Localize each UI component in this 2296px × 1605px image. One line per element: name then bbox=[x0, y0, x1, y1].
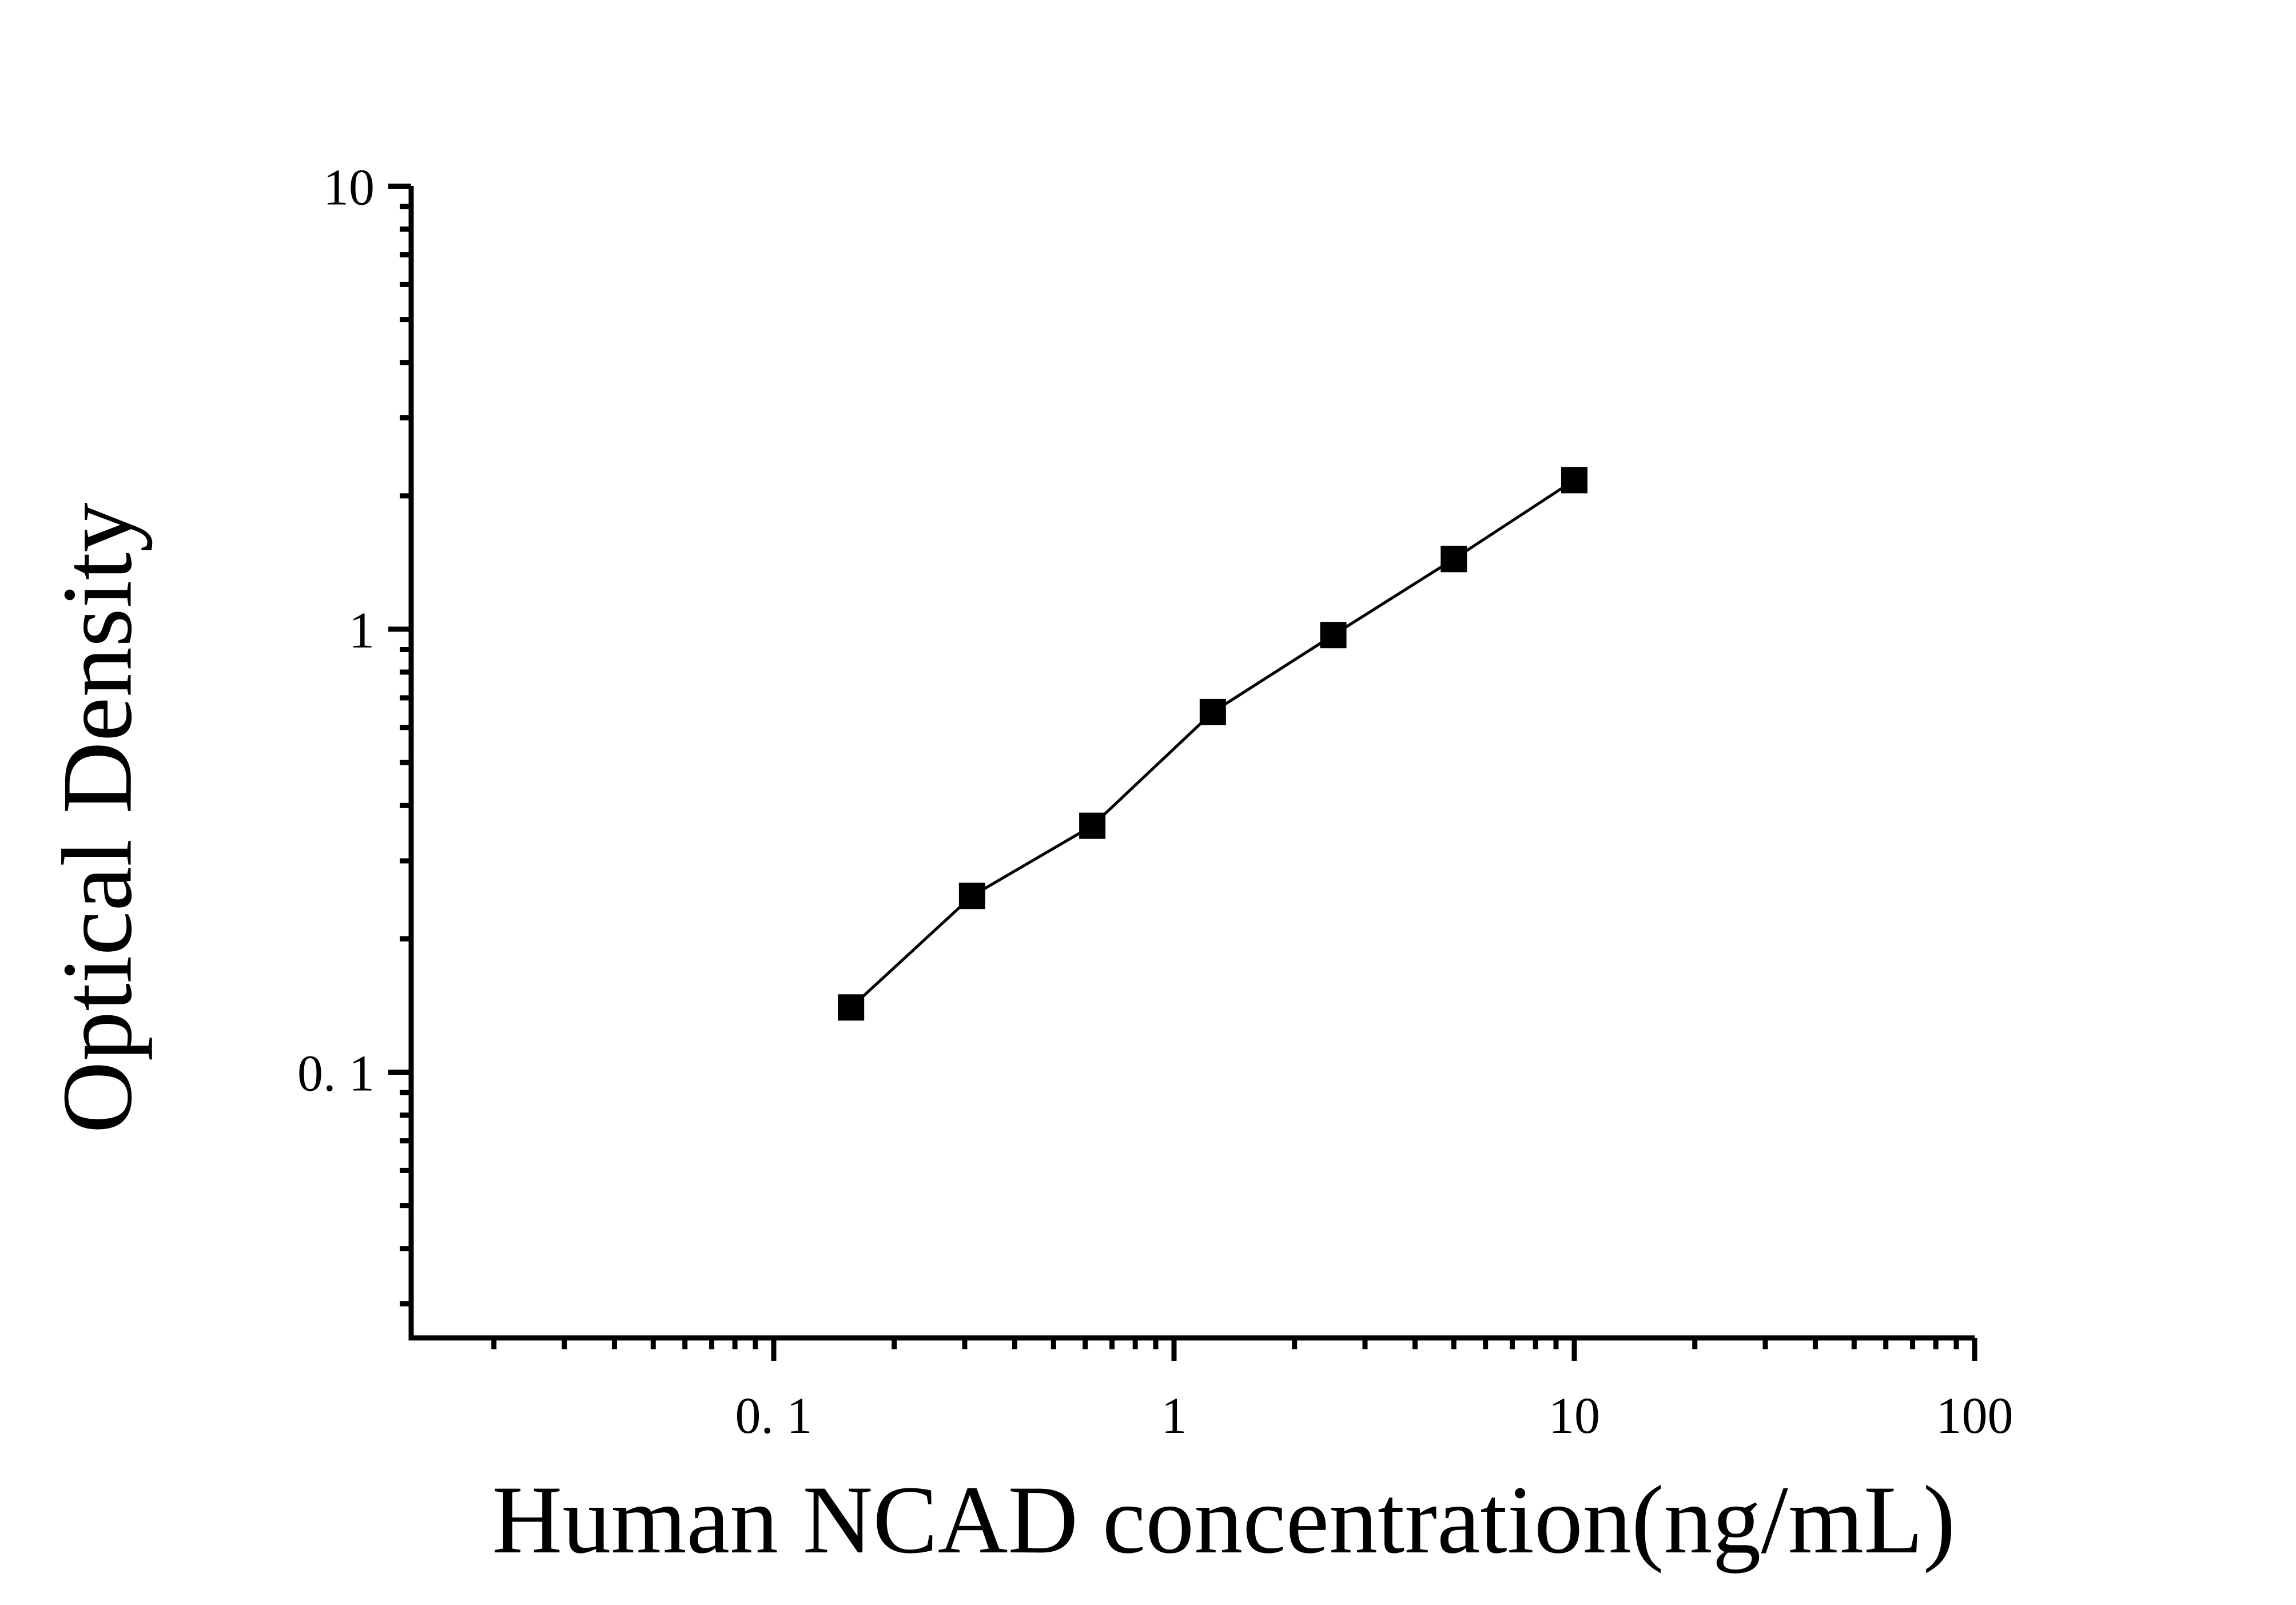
x-tick-label: 100 bbox=[1936, 1388, 2014, 1444]
x-tick-label: 1 bbox=[1161, 1388, 1187, 1444]
data-point-marker bbox=[1320, 622, 1347, 649]
x-tick-label: 10 bbox=[1549, 1388, 1600, 1444]
data-point-marker bbox=[958, 883, 985, 909]
y-tick-label: 0. 1 bbox=[297, 1046, 375, 1102]
x-axis-title: Human NCAD concentration(ng/mL) bbox=[492, 1466, 1956, 1574]
axis-frame bbox=[408, 186, 1975, 1341]
y-axis-title: Optical Density bbox=[41, 502, 153, 1134]
y-tick-label: 1 bbox=[349, 602, 375, 659]
x-tick-label: 0. 1 bbox=[735, 1388, 813, 1444]
data-point-marker bbox=[1079, 812, 1106, 839]
data-point-marker bbox=[1199, 698, 1226, 725]
y-tick-label: 10 bbox=[323, 160, 375, 216]
data-point-marker bbox=[1561, 467, 1587, 494]
data-point-marker bbox=[1441, 546, 1467, 573]
data-point-marker bbox=[838, 994, 865, 1021]
